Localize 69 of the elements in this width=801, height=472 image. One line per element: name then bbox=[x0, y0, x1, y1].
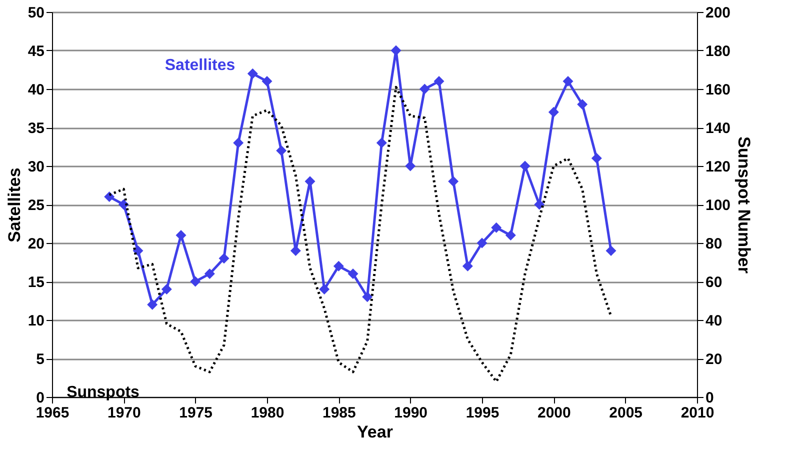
x-tick-label: 1995 bbox=[466, 404, 500, 422]
point bbox=[448, 176, 459, 187]
y-tick-label: 0 bbox=[36, 390, 44, 406]
point bbox=[190, 276, 201, 287]
point bbox=[419, 84, 430, 94]
y2-axis-title: Sunspot Number bbox=[734, 136, 754, 274]
x-tick-label: 1970 bbox=[107, 404, 141, 422]
point bbox=[348, 268, 358, 280]
point bbox=[520, 160, 530, 172]
x-tick-label: 1980 bbox=[250, 404, 284, 422]
y-tick-label: 35 bbox=[28, 120, 44, 137]
y2-tick-label: 180 bbox=[706, 43, 731, 60]
point bbox=[147, 299, 158, 310]
y-tick-label: 20 bbox=[28, 236, 44, 252]
y-tick-label: 10 bbox=[28, 312, 44, 330]
point bbox=[362, 292, 373, 302]
point bbox=[476, 238, 488, 248]
point bbox=[104, 192, 115, 202]
point bbox=[262, 76, 272, 87]
y2-tick-label: 100 bbox=[706, 197, 731, 214]
point bbox=[218, 253, 230, 264]
point bbox=[132, 245, 144, 256]
y2-tick-label: 140 bbox=[706, 120, 731, 137]
y-axis-title: Satellites bbox=[4, 168, 24, 242]
point bbox=[390, 45, 402, 56]
point bbox=[276, 145, 287, 156]
point bbox=[405, 160, 416, 172]
point bbox=[333, 260, 344, 272]
point bbox=[247, 68, 258, 79]
x-axis-title: Year bbox=[357, 422, 394, 442]
point bbox=[176, 230, 186, 241]
y-tick-label: 15 bbox=[28, 274, 44, 291]
point bbox=[606, 245, 616, 256]
point bbox=[562, 76, 574, 87]
y-tick-label: 25 bbox=[28, 197, 44, 214]
x-tick-label: 1985 bbox=[322, 404, 356, 422]
y-tick-label: 50 bbox=[28, 4, 44, 22]
y-tick-label: 5 bbox=[36, 351, 44, 368]
point bbox=[462, 260, 473, 272]
y2-tick-label: 0 bbox=[706, 390, 714, 406]
y2-tick-label: 200 bbox=[706, 4, 731, 22]
text: Sunspots bbox=[66, 384, 140, 401]
x-tick-label: 2000 bbox=[537, 404, 571, 422]
point bbox=[591, 153, 602, 164]
x-tick-label: 1965 bbox=[36, 404, 70, 422]
point bbox=[434, 76, 444, 87]
y2-tick-label: 60 bbox=[706, 274, 722, 291]
y-tick-label: 45 bbox=[28, 43, 44, 60]
point bbox=[376, 138, 387, 148]
x-tick-label: 1975 bbox=[179, 404, 213, 422]
point bbox=[161, 284, 172, 294]
y2-tick-label: 20 bbox=[706, 351, 722, 368]
y-tick-label: 40 bbox=[28, 82, 44, 98]
y-tick-label: 30 bbox=[28, 158, 44, 176]
point bbox=[233, 138, 244, 148]
x-tick-label: 2010 bbox=[680, 404, 714, 422]
point bbox=[491, 222, 502, 233]
y2-tick-label: 120 bbox=[706, 158, 731, 176]
point bbox=[548, 106, 559, 118]
y2-tick-label: 40 bbox=[706, 312, 722, 330]
x-tick-label: 1990 bbox=[394, 404, 428, 422]
point bbox=[577, 99, 588, 110]
y2-tick-label: 80 bbox=[706, 236, 722, 252]
series-label: Satellites bbox=[164, 57, 236, 74]
y2-tick-label: 160 bbox=[706, 82, 731, 98]
point bbox=[319, 284, 330, 294]
point bbox=[204, 268, 215, 280]
x-tick-label: 2005 bbox=[609, 404, 643, 422]
point bbox=[505, 230, 516, 241]
